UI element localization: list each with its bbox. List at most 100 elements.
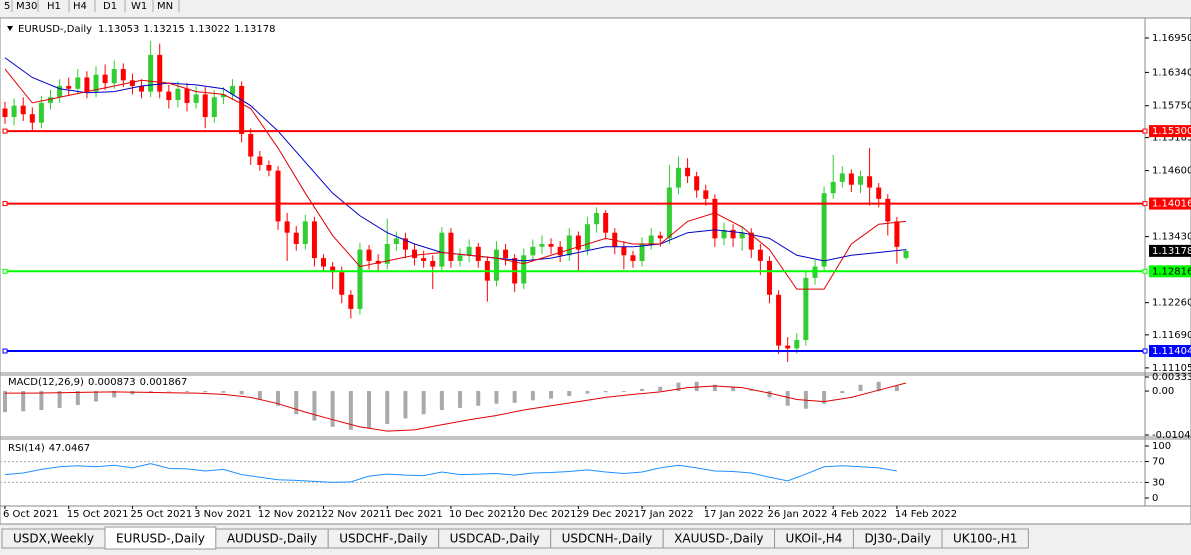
tab-label[interactable]: AUDUSD-,Daily <box>227 532 317 546</box>
candle-body <box>248 133 254 157</box>
candle-body <box>139 85 145 92</box>
tab-label[interactable]: UKOil-,H4 <box>786 532 843 546</box>
level-handle[interactable] <box>1142 128 1148 134</box>
histogram-bar <box>294 391 299 415</box>
histogram-bar <box>94 391 99 402</box>
candle-body <box>530 246 536 256</box>
y-tick-label: 30 <box>1152 477 1165 488</box>
candle-body <box>48 97 54 103</box>
candle-body <box>685 167 691 177</box>
histogram-bar <box>130 391 135 395</box>
timeframe-button[interactable]: 5 <box>4 1 10 12</box>
timeframe-button[interactable]: W1 <box>131 1 147 12</box>
tab-label[interactable]: DJ30-,Daily <box>864 532 931 546</box>
candle-body <box>366 249 372 261</box>
level-label-box <box>1149 265 1191 278</box>
timeframe-button[interactable]: MN <box>157 1 173 12</box>
candle-body <box>885 198 891 222</box>
candle-body <box>2 108 8 117</box>
candle-body <box>393 238 399 244</box>
histogram-bar <box>858 384 863 392</box>
candle-body <box>857 176 863 185</box>
histogram-bar <box>257 391 262 400</box>
candle-body <box>275 170 281 222</box>
candle-body <box>466 246 472 256</box>
candle-body <box>93 74 99 92</box>
y-tick-label: 1.16950 <box>1152 33 1191 44</box>
candle-body <box>439 232 445 267</box>
candle-body <box>220 94 226 98</box>
candle-body <box>111 69 117 84</box>
candle-body <box>821 193 827 267</box>
candle-body <box>230 85 236 95</box>
histogram-bar <box>112 391 117 398</box>
histogram-bar <box>166 391 171 392</box>
current-price-label: 1.13178 <box>1152 246 1191 257</box>
y-tick-label: 1.14600 <box>1152 166 1191 177</box>
tab-label[interactable]: USDCNH-,Daily <box>562 532 653 546</box>
y-tick-label: 0.003331 <box>1152 372 1191 383</box>
candle-body <box>566 235 572 256</box>
candle-body <box>721 229 727 239</box>
candle-body <box>211 97 217 117</box>
level-handle[interactable] <box>2 201 8 207</box>
candle-body <box>357 249 363 309</box>
candle-body <box>75 77 81 89</box>
timeframe-button[interactable]: D1 <box>103 1 117 12</box>
candle-body <box>694 176 700 191</box>
histogram-bar <box>276 391 281 406</box>
x-tick-label: 25 Oct 2021 <box>130 509 192 520</box>
x-tick-label: 7 Jan 2022 <box>640 509 694 520</box>
candle-body <box>894 221 900 247</box>
y-tick-label: 1.13430 <box>1152 232 1191 243</box>
reading: 0.001867 <box>140 377 188 388</box>
y-tick-label: 1.15750 <box>1152 101 1191 112</box>
candle-body <box>776 294 782 346</box>
timeframe-button[interactable]: H1 <box>47 1 61 12</box>
level-handle[interactable] <box>2 128 8 134</box>
histogram-bar <box>822 391 827 404</box>
candle-body <box>239 85 245 134</box>
x-tick-label: 10 Dec 2021 <box>449 509 513 520</box>
tab-label[interactable]: USDX,Weekly <box>13 532 94 546</box>
x-tick-label: 20 Dec 2021 <box>513 509 577 520</box>
candle-body <box>412 249 418 259</box>
tab-label[interactable]: XAUUSD-,Daily <box>674 532 763 546</box>
histogram-bar <box>621 391 626 392</box>
tab-label[interactable]: USDCAD-,Daily <box>450 532 540 546</box>
timeframe-button[interactable]: H4 <box>73 1 87 12</box>
candle-body <box>839 173 845 182</box>
candle-body <box>876 187 882 199</box>
level-handle[interactable] <box>2 268 8 274</box>
indicator-name: RSI(14) <box>8 443 45 454</box>
y-tick-label: 1.16340 <box>1152 67 1191 78</box>
symbol: EURUSD-,Daily <box>18 24 92 35</box>
tab[interactable] <box>941 528 1029 549</box>
candle-body <box>903 250 909 258</box>
level-handle[interactable] <box>1142 268 1148 274</box>
x-tick-label: 6 Oct 2021 <box>3 509 58 520</box>
x-tick-label: 15 Oct 2021 <box>67 509 129 520</box>
histogram-bar <box>330 391 335 427</box>
histogram-bar <box>712 384 717 392</box>
tab-label[interactable]: EURUSD-,Daily <box>116 532 205 546</box>
histogram-bar <box>494 391 499 404</box>
candle-body <box>830 181 836 194</box>
candle-body <box>848 173 854 185</box>
current-price-box <box>1149 244 1191 257</box>
collapse-arrow[interactable] <box>7 26 13 31</box>
timeframe-button[interactable]: M30 <box>16 1 37 12</box>
tab-label[interactable]: UK100-,H1 <box>953 532 1017 546</box>
chart-area <box>0 17 1146 507</box>
level-handle[interactable] <box>1142 348 1148 354</box>
level-handle[interactable] <box>1142 201 1148 207</box>
tab-label[interactable]: USDCHF-,Daily <box>339 532 427 546</box>
level-handle[interactable] <box>2 348 8 354</box>
histogram-bar <box>239 391 244 395</box>
candle-body <box>712 198 718 239</box>
indicator-name: MACD(12,26,9) <box>8 377 84 388</box>
histogram-bar <box>749 390 754 392</box>
candle-body <box>475 246 481 261</box>
open: 1.13053 <box>98 24 139 35</box>
